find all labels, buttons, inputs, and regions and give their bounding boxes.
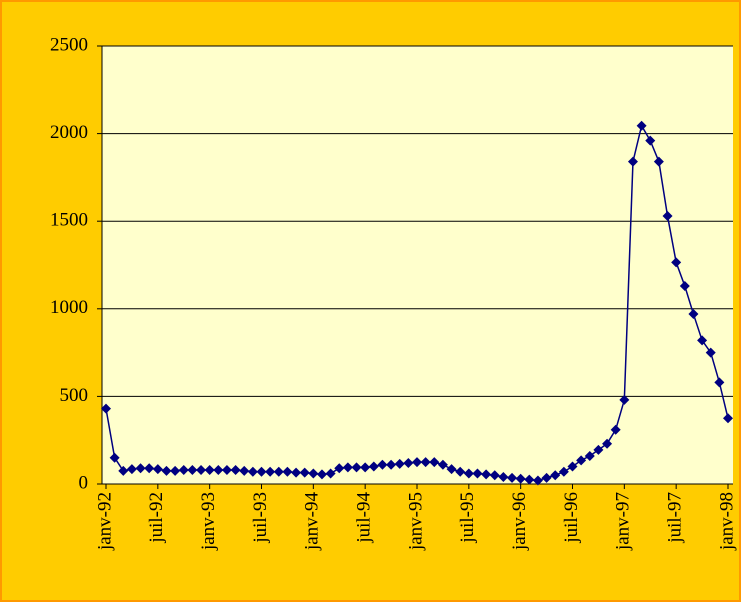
data-marker <box>299 467 310 478</box>
data-marker <box>308 468 319 479</box>
data-marker <box>420 457 431 468</box>
data-marker <box>636 120 647 131</box>
data-marker <box>437 459 448 470</box>
data-marker <box>386 459 397 470</box>
x-tick-label: juil-96 <box>561 492 582 544</box>
data-marker <box>221 464 232 475</box>
data-marker <box>291 467 302 478</box>
data-marker <box>325 468 336 479</box>
data-marker <box>515 473 526 484</box>
data-marker <box>558 466 569 477</box>
data-marker <box>368 461 379 472</box>
data-marker <box>567 461 578 472</box>
data-marker <box>697 335 708 346</box>
data-marker <box>524 474 535 485</box>
data-marker <box>679 281 690 292</box>
x-tick-label: janv-94 <box>302 492 323 552</box>
data-marker <box>334 463 345 474</box>
data-marker <box>714 377 725 388</box>
data-marker <box>498 471 509 482</box>
data-marker <box>135 463 146 474</box>
x-tick-label: janv-98 <box>716 492 737 551</box>
data-marker <box>265 466 276 477</box>
data-marker <box>481 469 492 480</box>
data-marker <box>126 464 137 475</box>
x-tick-label: juil-94 <box>354 492 375 544</box>
data-marker <box>507 472 518 483</box>
data-marker <box>576 455 587 466</box>
y-tick-label: 500 <box>60 385 89 406</box>
data-marker <box>412 457 422 468</box>
data-marker <box>316 469 327 480</box>
data-marker <box>109 452 120 463</box>
data-marker <box>239 465 250 476</box>
data-marker <box>247 466 258 477</box>
data-marker <box>351 462 362 473</box>
y-tick-label: 1000 <box>50 297 88 318</box>
x-tick-label: janv-96 <box>509 492 530 551</box>
data-marker <box>360 462 371 473</box>
data-marker <box>610 424 621 435</box>
x-tick-label: juil-92 <box>146 492 167 544</box>
plot-area <box>102 46 733 484</box>
data-marker <box>541 472 552 483</box>
data-marker <box>593 444 604 455</box>
data-marker <box>170 465 181 476</box>
data-marker <box>429 457 440 468</box>
data-marker <box>178 464 189 475</box>
x-tick-label: janv-92 <box>94 492 115 551</box>
data-marker <box>489 470 500 481</box>
x-tick-label: juil-93 <box>250 492 271 544</box>
data-marker <box>705 347 716 358</box>
data-marker <box>653 156 664 167</box>
data-marker <box>273 466 284 477</box>
data-marker <box>342 462 353 473</box>
data-marker <box>723 413 733 424</box>
y-tick-label: 1500 <box>50 210 88 231</box>
data-marker <box>645 135 656 146</box>
data-marker <box>662 210 673 221</box>
data-marker <box>688 309 699 320</box>
data-marker <box>602 438 613 449</box>
x-tick-label: juil-97 <box>665 492 686 544</box>
y-tick-label: 2500 <box>50 34 88 55</box>
data-marker <box>118 465 129 476</box>
data-marker <box>463 468 474 479</box>
y-tick-label: 2000 <box>50 122 88 143</box>
data-marker <box>144 463 155 474</box>
data-marker <box>446 464 457 475</box>
data-marker <box>161 465 172 476</box>
data-marker <box>532 475 543 486</box>
data-marker <box>472 468 483 479</box>
data-marker <box>377 459 388 470</box>
data-marker <box>627 156 638 167</box>
data-marker <box>256 466 267 477</box>
data-marker <box>196 464 207 475</box>
data-marker <box>187 464 198 475</box>
data-marker <box>455 466 466 477</box>
data-marker <box>619 394 630 405</box>
x-tick-label: janv-93 <box>198 492 219 551</box>
data-marker <box>403 457 414 468</box>
data-marker <box>394 458 405 469</box>
data-marker <box>152 464 163 475</box>
data-marker <box>584 450 595 461</box>
y-tick-label: 0 <box>79 472 89 493</box>
data-marker <box>282 466 293 477</box>
data-marker <box>213 464 224 475</box>
x-tick-label: juil-95 <box>457 492 478 544</box>
data-marker <box>204 464 215 475</box>
data-marker <box>230 464 241 475</box>
data-marker <box>101 403 111 414</box>
x-tick-label: janv-95 <box>405 492 426 551</box>
x-tick-label: janv-97 <box>613 492 634 551</box>
data-marker <box>550 470 561 481</box>
data-marker <box>671 257 682 268</box>
